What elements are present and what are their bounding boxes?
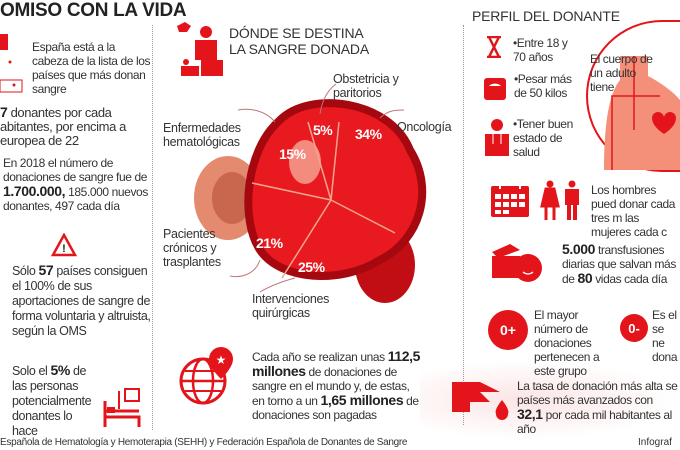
blood-group-positive-badge: 0+ xyxy=(488,310,528,350)
pct-pre: Solo el xyxy=(12,364,51,378)
transf-post: vidas cada día xyxy=(592,272,667,286)
world-bold2: 1,65 millones xyxy=(320,392,404,408)
donors-desc: donantes por cada abitantes, por encima … xyxy=(0,105,126,148)
human-body-icon xyxy=(604,56,680,170)
surgeon-icon xyxy=(177,22,223,76)
pct-intervenciones: 25% xyxy=(298,259,325,275)
rate-bold: 32,1 xyxy=(517,406,543,422)
body-circle xyxy=(586,20,680,172)
countries-pre: Sólo xyxy=(12,264,39,278)
transf-bold2: 80 xyxy=(577,270,593,286)
main-blood-cell-rim xyxy=(244,99,427,280)
woman-icon xyxy=(540,180,560,220)
world-post: de donaciones son pagadas xyxy=(252,394,419,422)
donors-text: 7 donantes por cada abitantes, por encim… xyxy=(0,105,150,148)
label-pacientes: Pacientes crónicos y trasplantes xyxy=(163,227,221,269)
leader-enfermedades xyxy=(237,108,276,123)
leader-oncologia xyxy=(379,109,405,119)
rate-pre: La tasa de donación más alta se países m… xyxy=(517,379,678,407)
countries-bold: 57 xyxy=(38,262,54,278)
leader-intervenciones xyxy=(259,277,296,293)
y2018-pre: En 2018 el número de donaciones de sangr… xyxy=(3,156,147,184)
main-blood-cell xyxy=(248,103,423,277)
calendar-icon xyxy=(491,181,529,217)
donor-profile-title: PERFIL DEL DONANTE xyxy=(472,8,620,24)
countries-text: Sólo 57 países consiguen el 100% de sus … xyxy=(12,263,152,339)
spain-map-icon xyxy=(0,34,23,93)
leader-pacientes xyxy=(229,259,261,278)
blood-group-negative-badge: 0- xyxy=(620,314,648,342)
divider-right xyxy=(463,25,464,425)
pct-oncologia: 34% xyxy=(355,126,382,142)
divider-left xyxy=(152,25,153,430)
transf-mid: transfusiones diarias que salvan más de xyxy=(562,243,676,286)
group-positive-text: El mayor número de donaciones pertenecen… xyxy=(534,308,600,378)
label-enfermedades: Enfermedades hematológicas xyxy=(163,121,241,149)
doctor-icon xyxy=(485,119,509,156)
req-weight: •Pesar más de 50 kilos xyxy=(514,72,572,100)
req-age: •Entre 18 y 70 años xyxy=(513,36,568,64)
pie-dividers xyxy=(251,121,396,279)
req-health: •Tener buen estado de salud xyxy=(513,117,573,159)
center-title-line1: DÓNDE SE DESTINA xyxy=(229,25,364,41)
footer-source: Española de Hematología y Hemoterapia (S… xyxy=(0,437,408,448)
y2018-post: 185.000 nuevos donantes, 497 cada día xyxy=(3,185,148,213)
globe-location-icon: ★ xyxy=(179,347,233,405)
body-text: El cuerpo de un adulto tiene xyxy=(590,52,653,94)
page-title: OMISO CON LA VIDA xyxy=(0,0,187,21)
transf-bold1: 5.000 xyxy=(562,241,596,257)
man-icon xyxy=(565,180,579,220)
pct-pacientes: 21% xyxy=(256,235,283,251)
pct-bold: 5% xyxy=(50,362,71,378)
cell-highlight xyxy=(289,140,321,184)
transfusions-text: 5.000 transfusiones diarias que salvan m… xyxy=(562,242,679,286)
scale-icon xyxy=(484,78,506,100)
warning-icon: ! xyxy=(51,233,77,257)
pct-enfermedades: 15% xyxy=(279,146,306,162)
pct-obstetricia: 5% xyxy=(313,122,333,138)
hospital-bed-icon xyxy=(103,388,141,427)
blood-cell-pie xyxy=(194,83,427,303)
countries-post: países consiguen el 100% de sus aportaci… xyxy=(12,264,151,338)
y2018-bold: 1.700.000, xyxy=(3,183,66,199)
transfusion-patient-icon xyxy=(492,244,542,282)
label-obstetricia: Obstetricia y paritorios xyxy=(333,72,399,100)
year-2018-text: En 2018 el número de donaciones de sangr… xyxy=(3,156,151,213)
world-bold1: 112,5 millones xyxy=(252,348,420,379)
pct-post: de las personas potencialmente donantes … xyxy=(12,364,92,438)
leader-obstetricia xyxy=(319,83,337,115)
footer-credit: Infograf xyxy=(638,437,672,448)
group-negative-text: Es el se ne dona xyxy=(652,308,678,364)
donors-number: 7 xyxy=(0,104,8,120)
percent-text: Solo el 5% de las personas potencialment… xyxy=(12,363,100,439)
label-intervenciones: Intervenciones quirúrgicas xyxy=(252,292,330,320)
frequency-text: Los hombres pued donar cada tres m las m… xyxy=(591,183,676,239)
world-mid: de donaciones de sangre en el mundo y, d… xyxy=(252,365,410,408)
hand-blood-drop-icon xyxy=(452,382,509,420)
world-donations-text: Cada año se realizan unas 112,5 millones… xyxy=(252,349,422,422)
center-title-line2: LA SANGRE DONADA xyxy=(229,41,369,57)
rate-post: por cada mil habitantes al año xyxy=(517,408,672,436)
svg-text:★: ★ xyxy=(216,353,227,367)
world-pre: Cada año se realizan unas xyxy=(252,350,388,364)
center-title: DÓNDE SE DESTINA LA SANGRE DONADA xyxy=(229,25,369,57)
label-oncologia: Oncología xyxy=(397,120,452,134)
hourglass-icon xyxy=(487,36,501,58)
svg-text:!: ! xyxy=(62,243,66,255)
small-blood-cell-center xyxy=(212,172,252,224)
spain-text: España está a la cabeza de la lista de l… xyxy=(32,40,151,96)
donation-rate-text: La tasa de donación más alta se países m… xyxy=(517,379,679,436)
